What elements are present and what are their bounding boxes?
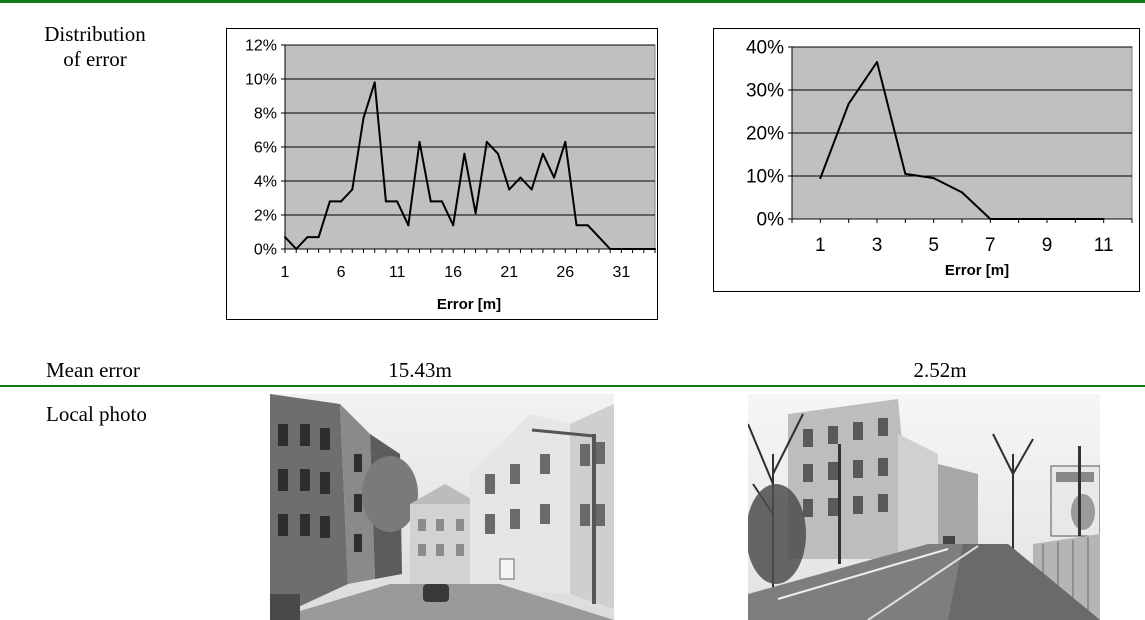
- x-tick-label: 11: [389, 264, 406, 281]
- top-rule: [0, 0, 1145, 3]
- data-point: [819, 177, 822, 180]
- x-tick-label: 6: [337, 264, 346, 281]
- y-tick-label: 10%: [746, 167, 784, 188]
- data-point: [1074, 218, 1077, 220]
- data-point: [497, 152, 500, 155]
- data-point: [586, 224, 589, 227]
- x-axis-title: Error [m]: [437, 296, 501, 313]
- left-street-photo-image: [270, 394, 614, 620]
- y-tick-label: 30%: [746, 81, 784, 102]
- data-point: [1102, 218, 1105, 220]
- data-point: [295, 248, 298, 250]
- data-point: [876, 61, 878, 64]
- x-tick-label: 21: [500, 264, 518, 281]
- data-point: [474, 212, 477, 215]
- data-point: [429, 200, 432, 203]
- data-point: [961, 191, 963, 194]
- y-tick-label: 6%: [254, 140, 277, 157]
- data-point: [642, 248, 645, 250]
- data-point: [847, 102, 850, 105]
- right-street-photo-image: [748, 394, 1100, 620]
- data-point: [463, 152, 466, 155]
- data-point: [340, 200, 343, 203]
- x-tick-label: 9: [1042, 235, 1053, 256]
- data-point: [396, 200, 399, 203]
- y-tick-label: 10%: [245, 72, 277, 89]
- data-point: [620, 248, 623, 250]
- distribution-row-label: Distribution of error: [20, 22, 170, 72]
- mean-error-label: Mean error: [46, 358, 140, 382]
- data-point: [609, 248, 612, 250]
- data-point: [384, 200, 387, 203]
- data-point: [631, 248, 634, 250]
- x-tick-label: 3: [872, 235, 883, 256]
- right-error-chart: 0% 10% 20% 30% 40% 1 3 5 7 9 11 Error [m]: [713, 28, 1140, 292]
- data-point: [284, 236, 286, 239]
- data-point: [407, 224, 410, 227]
- distribution-label-line2: of error: [63, 47, 127, 71]
- y-tick-label: 4%: [254, 174, 277, 191]
- data-point: [306, 236, 309, 239]
- data-point: [989, 218, 992, 220]
- y-tick-label: 0%: [254, 242, 277, 259]
- data-point: [328, 200, 331, 203]
- y-tick-label: 40%: [746, 38, 784, 59]
- data-point: [485, 140, 488, 143]
- data-point: [904, 172, 907, 175]
- y-tick-label: 0%: [757, 210, 785, 231]
- y-tick-label: 12%: [245, 38, 277, 55]
- x-tick-label: 16: [444, 264, 462, 281]
- data-point: [351, 188, 354, 191]
- mean-error-right: 2.52m: [913, 358, 967, 382]
- data-point: [362, 117, 365, 120]
- data-point: [1046, 218, 1048, 220]
- data-point: [418, 140, 421, 143]
- data-point: [508, 188, 511, 191]
- x-tick-label: 7: [985, 235, 996, 256]
- x-tick-label: 1: [281, 264, 290, 281]
- right-street-photo: [748, 394, 1100, 620]
- distribution-label-line1: Distribution: [44, 22, 146, 46]
- data-point: [932, 177, 935, 180]
- x-tick-label: 31: [612, 264, 630, 281]
- data-point: [541, 152, 544, 155]
- x-tick-label: 26: [556, 264, 574, 281]
- data-point: [440, 200, 443, 203]
- data-point: [519, 176, 522, 179]
- data-point: [530, 188, 533, 191]
- left-street-photo: [270, 394, 614, 620]
- data-point: [1017, 218, 1020, 220]
- x-tick-label: 11: [1094, 235, 1114, 256]
- data-point: [317, 236, 320, 239]
- data-point: [373, 81, 376, 84]
- data-point: [553, 176, 556, 179]
- data-point: [575, 224, 578, 227]
- y-tick-label: 2%: [254, 208, 277, 225]
- x-axis-title: Error [m]: [945, 262, 1009, 279]
- local-photo-label: Local photo: [46, 402, 147, 426]
- y-tick-label: 20%: [746, 124, 784, 145]
- data-point: [597, 236, 600, 239]
- left-error-chart: 0% 2% 4% 6% 8% 10% 12% 1 6 11 16 21 26 31 Error [m]: [226, 28, 658, 320]
- mid-rule: [0, 385, 1145, 387]
- data-point: [452, 224, 455, 227]
- y-tick-label: 8%: [254, 106, 277, 123]
- mean-error-left: 15.43m: [388, 358, 452, 382]
- data-point: [564, 140, 567, 143]
- right-chart-svg: 0% 10% 20% 30% 40% 1 3 5 7 9 11 Error [m]: [746, 38, 1133, 279]
- x-tick-label: 5: [928, 235, 939, 256]
- x-tick-label: 1: [815, 235, 826, 256]
- data-point: [654, 248, 656, 250]
- series-line: [284, 81, 655, 250]
